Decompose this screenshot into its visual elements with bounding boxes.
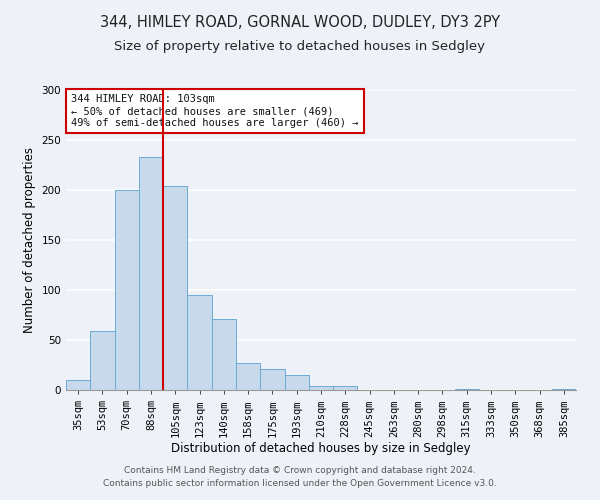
- Bar: [90, 331, 115, 390]
- X-axis label: Distribution of detached houses by size in Sedgley: Distribution of detached houses by size …: [171, 442, 471, 455]
- Bar: [115, 190, 139, 390]
- Bar: [552, 389, 576, 390]
- Bar: [187, 295, 212, 390]
- Bar: [66, 380, 90, 390]
- Text: 344 HIMLEY ROAD: 103sqm
← 50% of detached houses are smaller (469)
49% of semi-d: 344 HIMLEY ROAD: 103sqm ← 50% of detache…: [71, 94, 359, 128]
- Bar: [309, 386, 333, 390]
- Bar: [139, 157, 163, 390]
- Y-axis label: Number of detached properties: Number of detached properties: [23, 147, 36, 333]
- Text: 344, HIMLEY ROAD, GORNAL WOOD, DUDLEY, DY3 2PY: 344, HIMLEY ROAD, GORNAL WOOD, DUDLEY, D…: [100, 15, 500, 30]
- Text: Size of property relative to detached houses in Sedgley: Size of property relative to detached ho…: [115, 40, 485, 53]
- Bar: [236, 363, 260, 390]
- Bar: [284, 375, 309, 390]
- Bar: [333, 386, 358, 390]
- Text: Contains HM Land Registry data © Crown copyright and database right 2024.
Contai: Contains HM Land Registry data © Crown c…: [103, 466, 497, 487]
- Bar: [212, 319, 236, 390]
- Bar: [163, 186, 187, 390]
- Bar: [455, 389, 479, 390]
- Bar: [260, 369, 284, 390]
